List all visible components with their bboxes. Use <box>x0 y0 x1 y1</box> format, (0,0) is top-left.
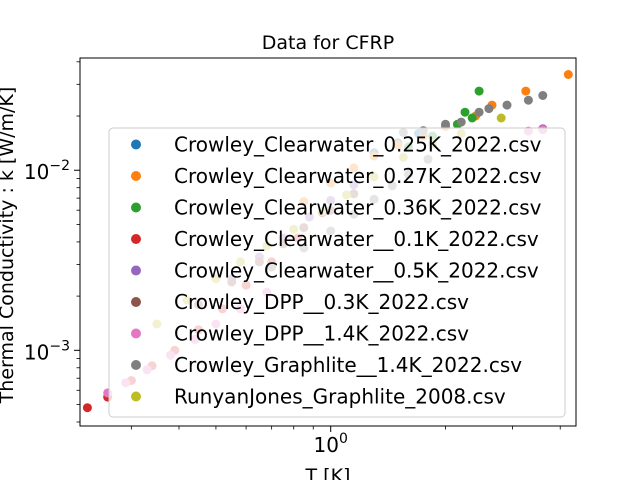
legend-label-1: Crowley_Clearwater_0.27K_2022.csv <box>174 164 542 188</box>
data-point-series-7 <box>474 107 484 117</box>
data-point-series-2 <box>467 113 477 123</box>
legend-label-5: Crowley_DPP__0.3K_2022.csv <box>174 290 469 314</box>
y-tick-label: 10−3 <box>24 338 70 364</box>
legend-label-2: Crowley_Clearwater_0.36K_2022.csv <box>174 196 542 220</box>
data-point-series-8 <box>496 113 506 123</box>
y-axis-label: Thermal Conductivity : k [W/m/K] <box>0 87 18 405</box>
legend-marker-3 <box>131 234 141 244</box>
legend-box <box>108 127 566 418</box>
legend-label-4: Crowley_Clearwater__0.5K_2022.csv <box>174 259 539 283</box>
x-axis-label: T [K] <box>305 465 351 480</box>
legend-label-0: Crowley_Clearwater_0.25K_2022.csv <box>174 133 542 157</box>
y-tick-label: 10−2 <box>24 158 70 184</box>
legend-label-3: Crowley_Clearwater__0.1K_2022.csv <box>174 227 539 251</box>
data-point-series-7 <box>538 91 548 100</box>
data-point-series-7 <box>484 104 494 114</box>
legend-marker-2 <box>131 202 141 213</box>
legend-marker-4 <box>131 265 141 276</box>
data-point-series-7 <box>502 100 512 110</box>
legend-marker-1 <box>131 171 141 181</box>
legend-label-6: Crowley_DPP__1.4K_2022.csv <box>174 322 469 346</box>
chart-title: Data for CFRP <box>262 32 394 54</box>
data-point-series-7 <box>456 117 466 127</box>
legend-label-8: RunyanJones_Graphlite_2008.csv <box>174 385 506 409</box>
data-point-series-2 <box>474 86 484 96</box>
data-point-series-1 <box>521 86 531 96</box>
legend-marker-7 <box>131 360 141 370</box>
x-tick-label: 100 <box>314 431 348 457</box>
legend-marker-0 <box>131 139 141 150</box>
data-point-series-2 <box>460 107 470 117</box>
data-point-series-7 <box>523 95 533 105</box>
legend-label-7: Crowley_Graphlite__1.4K_2022.csv <box>174 353 522 377</box>
data-point-series-7 <box>441 119 450 129</box>
data-point-series-3 <box>82 403 92 413</box>
legend-marker-8 <box>131 391 141 402</box>
legend: Crowley_Clearwater_0.25K_2022.csv Crowley… <box>108 127 566 418</box>
axes: 100 10−3 10−2 <box>24 57 577 457</box>
legend-marker-6 <box>131 328 141 339</box>
legend-marker-5 <box>131 297 141 307</box>
data-point-series-1 <box>563 70 573 79</box>
